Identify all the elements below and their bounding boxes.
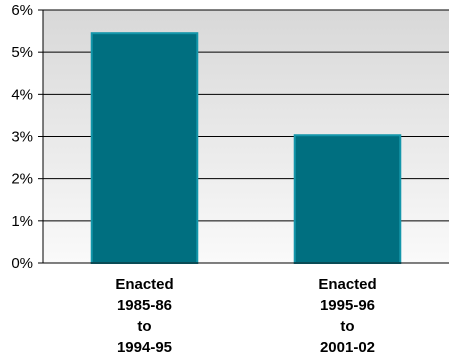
- y-tick-label: 3%: [11, 129, 33, 146]
- bar: [293, 134, 402, 264]
- y-tick-label: 0%: [11, 255, 33, 272]
- x-category-label-line: Enacted: [318, 276, 376, 293]
- x-category-label-line: 1995-96: [320, 297, 375, 314]
- x-category-label-line: 1985-86: [117, 297, 172, 314]
- bar: [90, 32, 199, 264]
- x-category-label-line: 1994-95: [117, 339, 172, 353]
- x-category-label-line: 2001-02: [320, 339, 375, 353]
- y-tick-label: 2%: [11, 171, 33, 188]
- y-tick-label: 6%: [11, 2, 33, 19]
- y-tick-label: 5%: [11, 44, 33, 61]
- axes: [42, 10, 449, 264]
- x-category-label-line: to: [340, 318, 354, 335]
- x-category-label: Enacted 1995-96 to 2001-02: [318, 276, 376, 353]
- x-category-label-line: to: [137, 318, 151, 335]
- x-category-label-line: Enacted: [115, 276, 173, 293]
- y-tick-labels: 0% 1% 2% 3% 4% 5% 6%: [11, 2, 33, 272]
- x-category-label: Enacted 1985-86 to 1994-95: [115, 276, 173, 353]
- y-tick-label: 1%: [11, 213, 33, 230]
- x-category-labels: Enacted 1985-86 to 1994-95 Enacted 1995-96 to 2…: [115, 276, 376, 353]
- y-tick-label: 4%: [11, 86, 33, 103]
